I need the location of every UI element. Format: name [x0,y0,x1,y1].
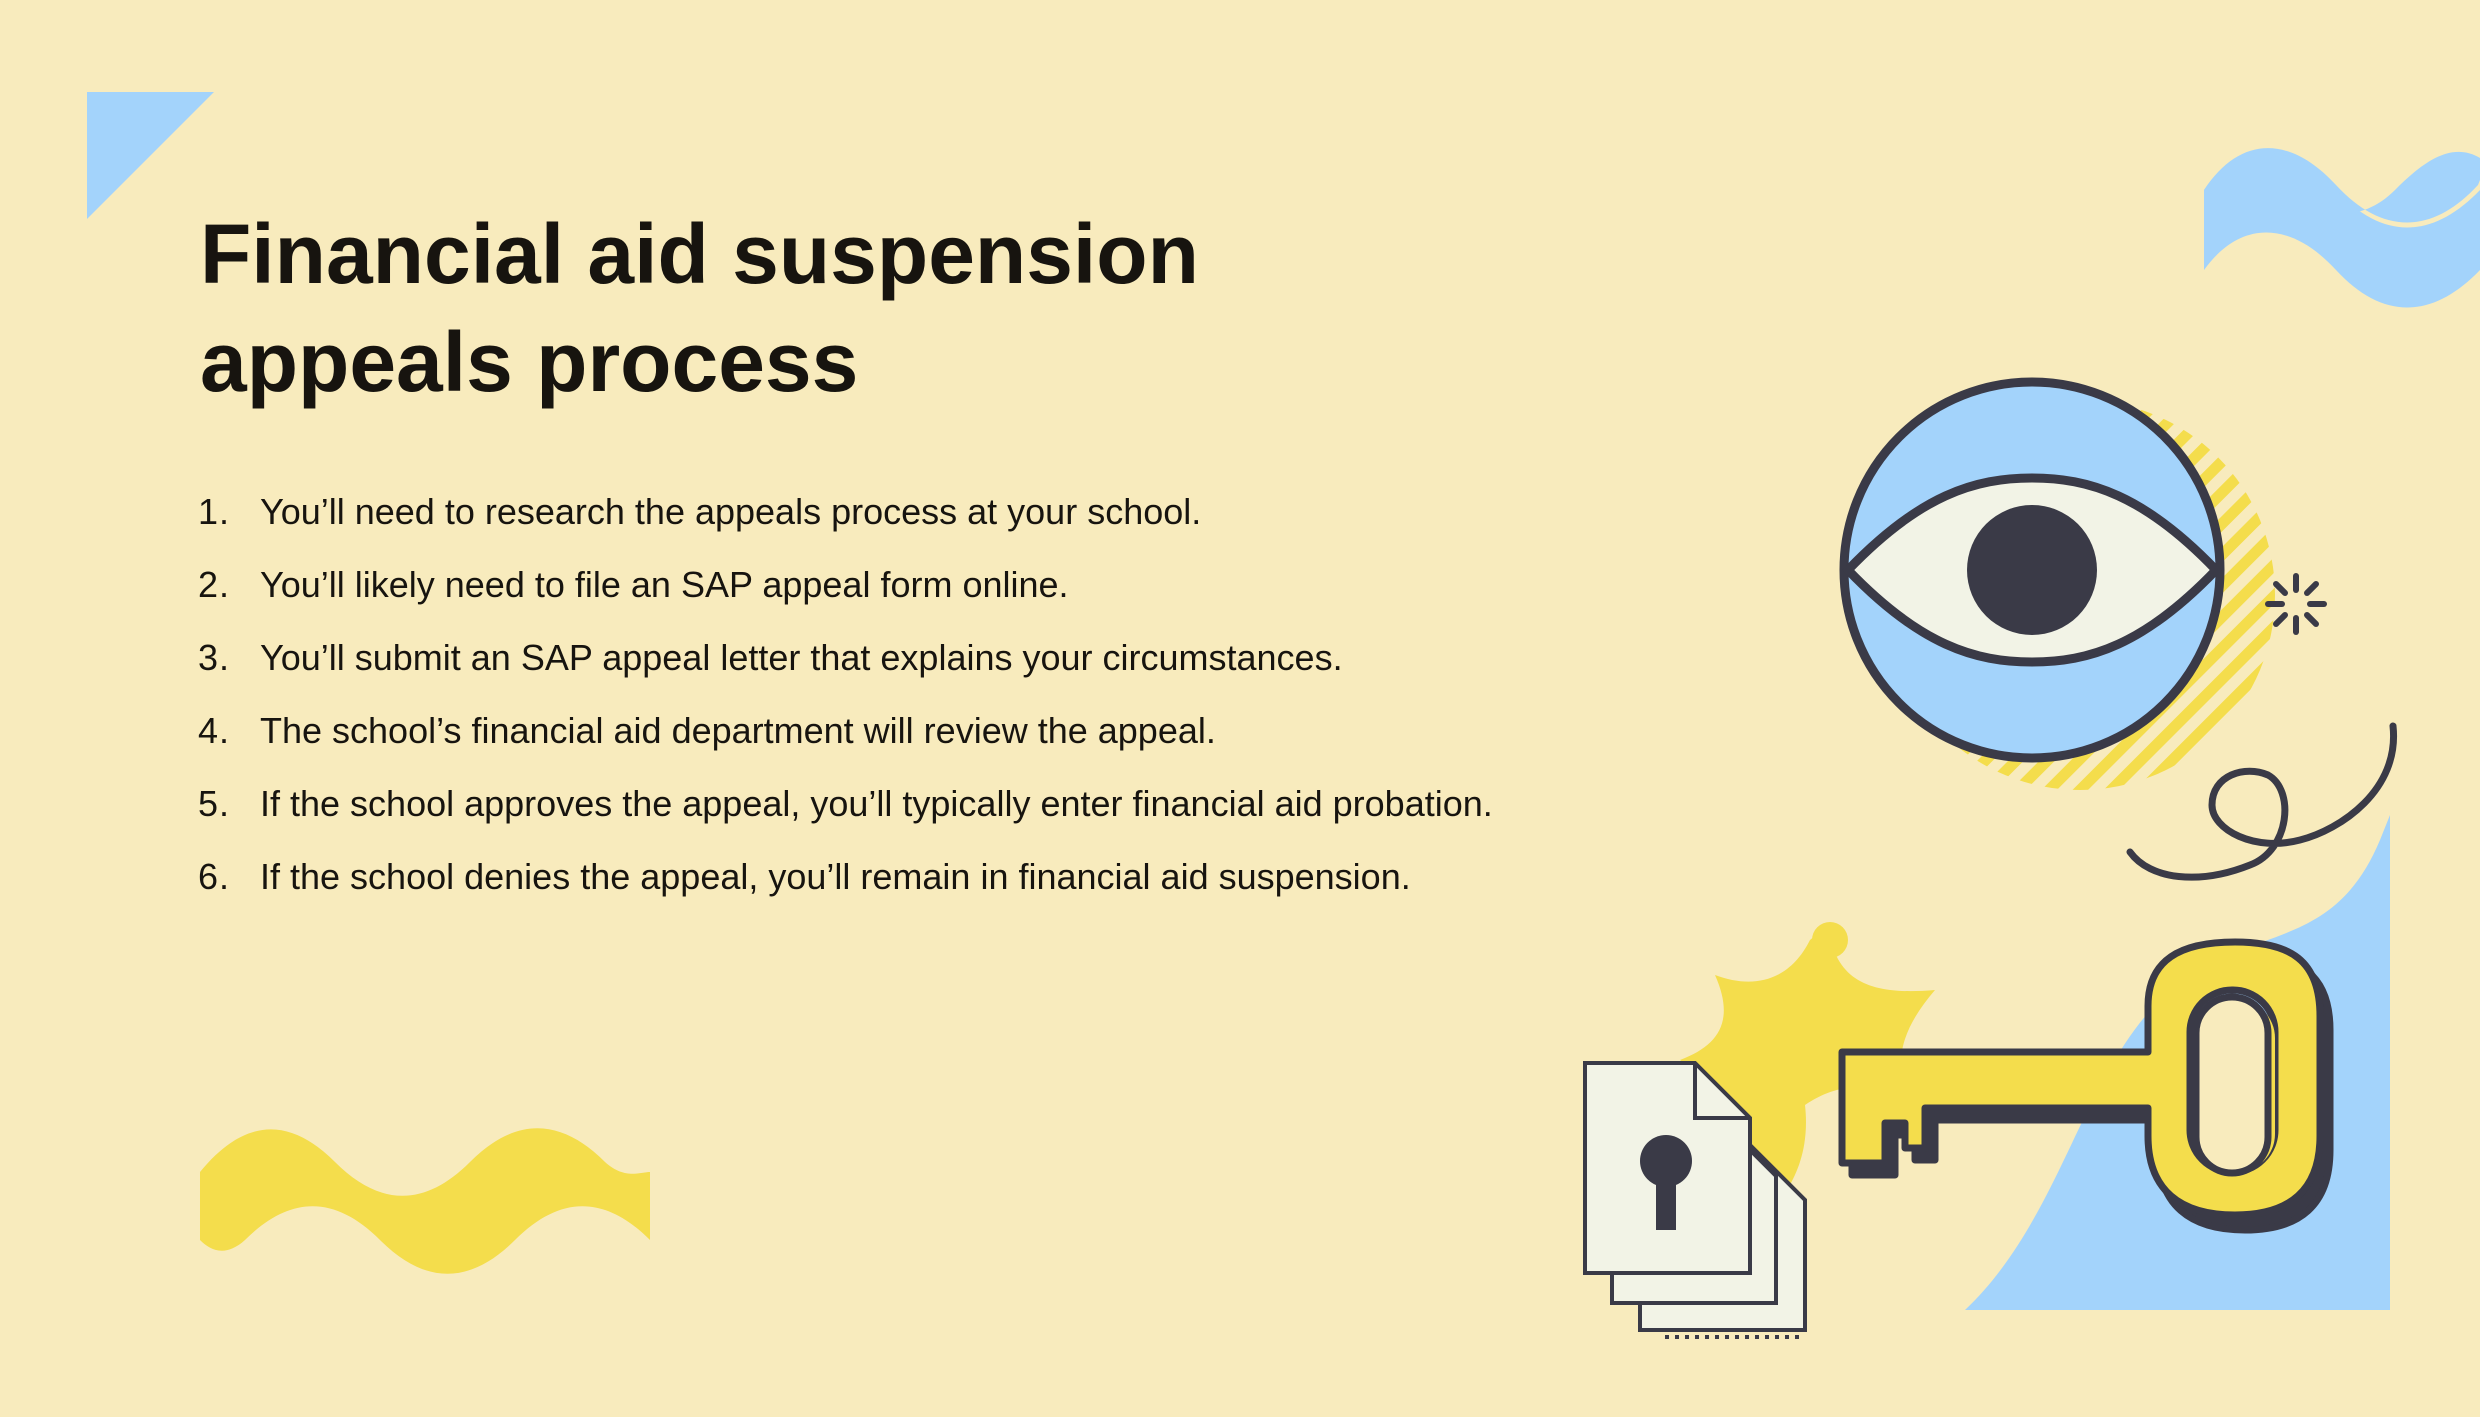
eye-icon [1839,377,2225,763]
step-text: You’ll submit an SAP appeal letter that … [260,637,1343,678]
list-item: 1. You’ll need to research the appeals p… [198,491,1698,564]
step-text: If the school approves the appeal, you’l… [260,783,1493,824]
step-number: 5. [198,783,231,824]
sparkle-icon [2265,573,2327,635]
step-number: 2. [198,564,231,605]
step-number: 1. [198,491,231,532]
squiggle-line [2126,722,2398,881]
page-title-line-2: appeals process [200,315,859,409]
list-item: 3. You’ll submit an SAP appeal letter th… [198,637,1698,710]
step-number: 6. [198,856,231,897]
list-item: 5. If the school approves the appeal, yo… [198,783,1698,856]
top-right-wave-band [2204,152,2480,308]
step-text: The school’s financial aid department wi… [260,710,1216,751]
step-text: You’ll need to research the appeals proc… [260,491,1202,532]
list-item: 4. The school’s financial aid department… [198,710,1698,783]
page-title: Financial aid suspension appeals process [200,200,1500,416]
locked-document-icon [1583,1061,1807,1339]
page-title-line-1: Financial aid suspension [200,207,1199,301]
step-text: If the school denies the appeal, you’ll … [260,856,1411,897]
step-number: 4. [198,710,231,751]
key-icon [1838,938,2334,1234]
bottom-left-wave-shape [200,1128,650,1274]
list-item: 6. If the school denies the appeal, you’… [198,856,1698,929]
step-number: 3. [198,637,231,678]
list-item: 2. You’ll likely need to file an SAP app… [198,564,1698,637]
corner-triangle-shape [87,92,214,219]
step-text: You’ll likely need to file an SAP appeal… [260,564,1069,605]
steps-list: 1. You’ll need to research the appeals p… [198,491,1698,929]
